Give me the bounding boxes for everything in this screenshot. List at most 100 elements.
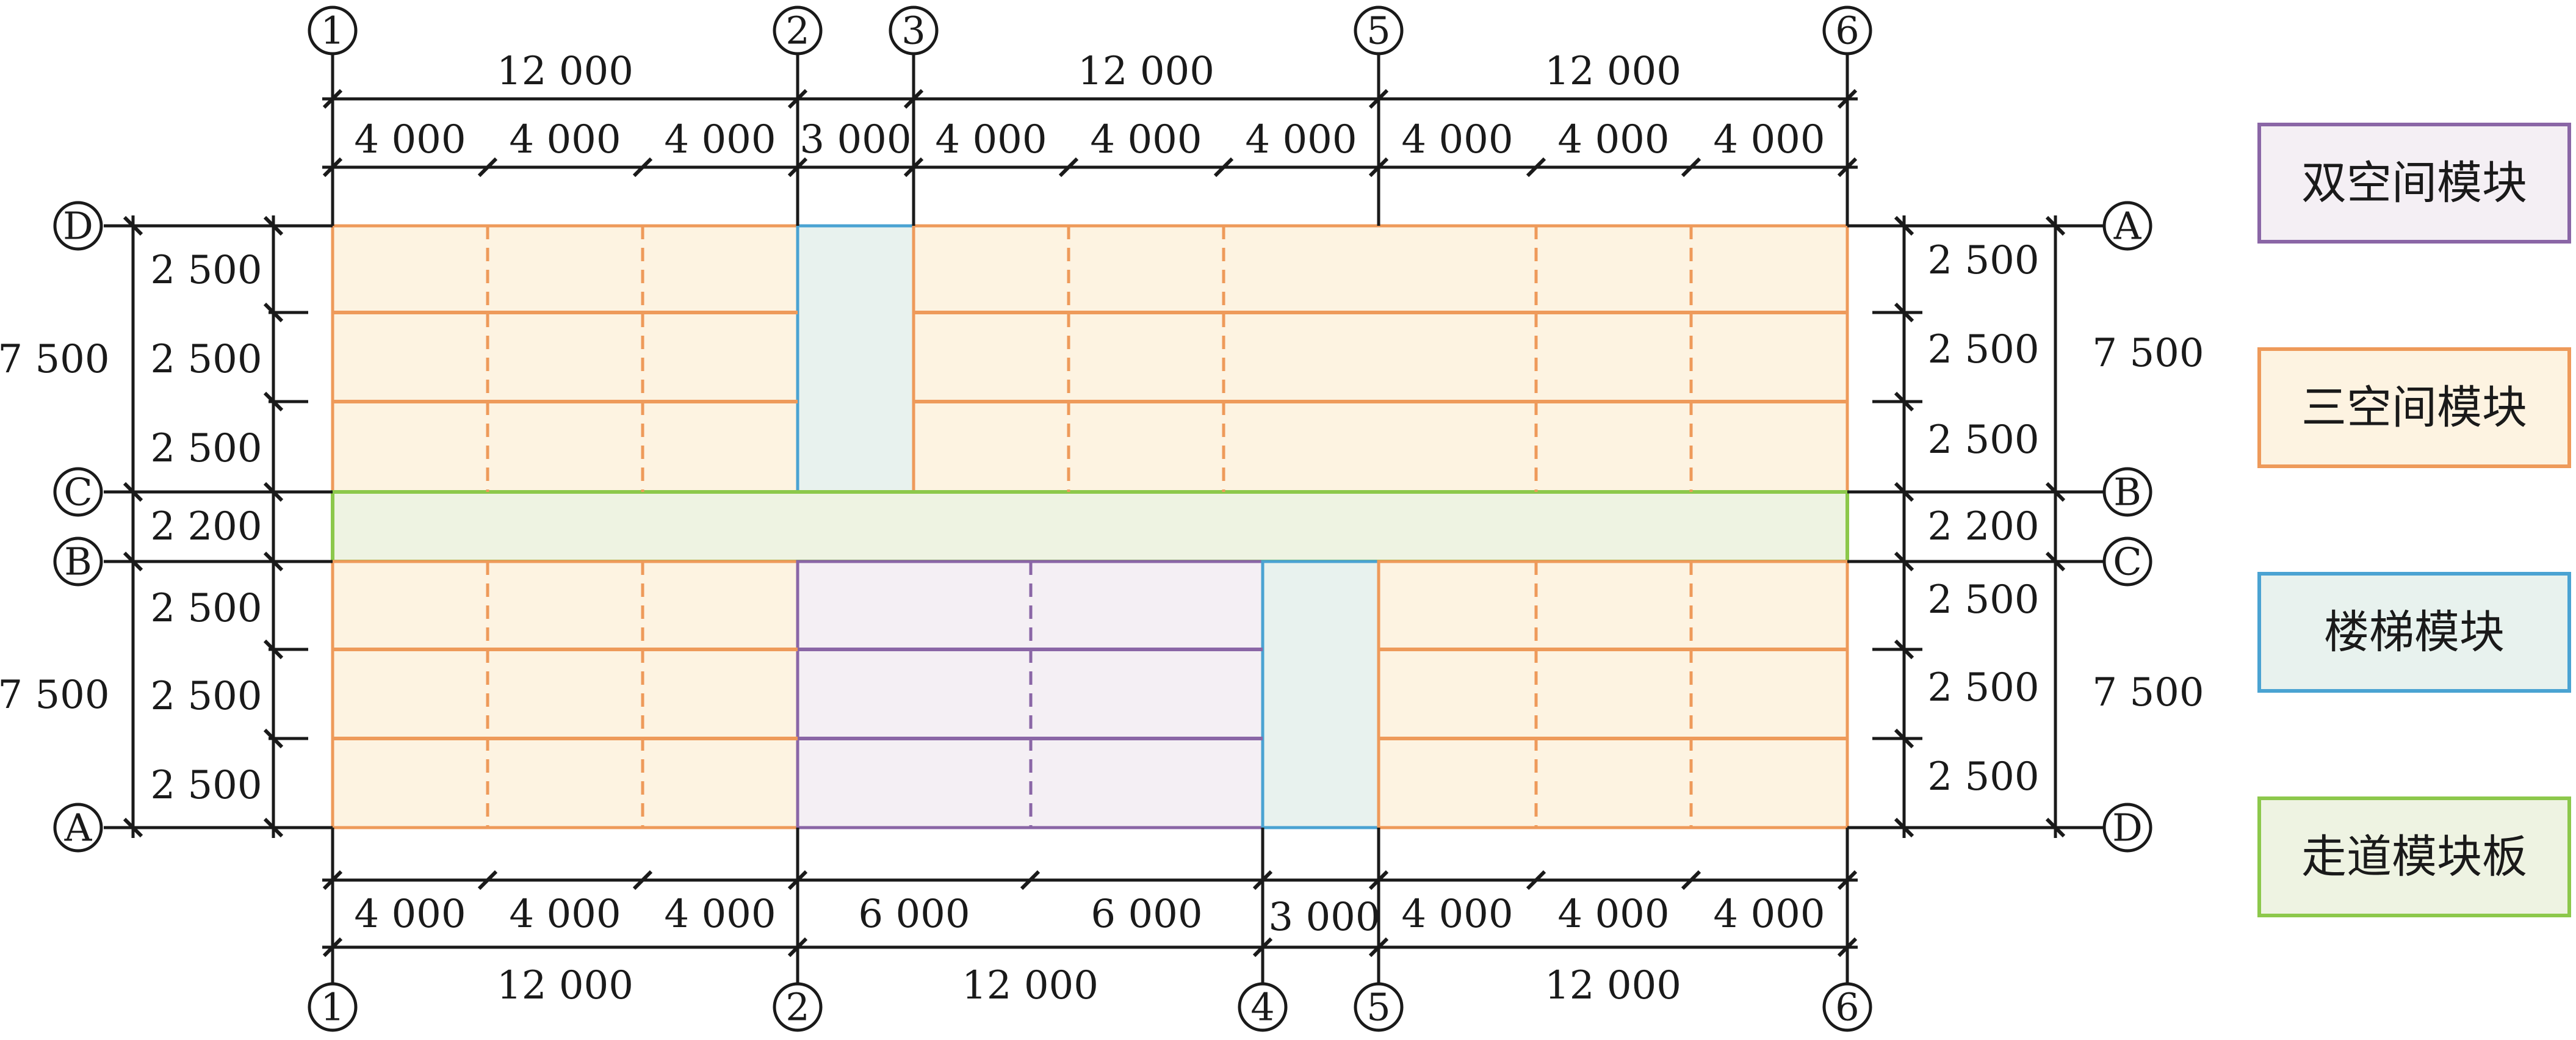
svg-text:1: 1 — [320, 9, 344, 53]
left-sub-label: 2 500 — [150, 763, 262, 808]
left-total-label: 7 500 — [0, 337, 110, 382]
svg-text:C: C — [63, 470, 92, 515]
dimension-tick — [1681, 157, 1701, 178]
svg-text:B: B — [64, 540, 92, 584]
dimension-tick — [1368, 88, 1389, 109]
dimension-tick — [1213, 157, 1234, 178]
axis-bubble-bottom-6: 6 — [1822, 982, 1872, 1032]
top-span-label: 4 000 — [354, 117, 466, 162]
dimension-tick — [903, 88, 924, 109]
double-space-module-swatch — [2257, 123, 2571, 244]
module-zones — [331, 224, 1849, 829]
dimension-tick — [263, 639, 284, 660]
svg-text:3: 3 — [901, 9, 925, 53]
left-total-label: 7 500 — [0, 673, 110, 718]
left-sub-label: 2 500 — [150, 248, 262, 293]
bottom-span-label: 4 000 — [509, 892, 621, 937]
dimension-tick — [1837, 937, 1858, 958]
axis-bubble-top-1: 1 — [308, 5, 358, 56]
dimension-tick — [263, 817, 284, 838]
dimension-tick — [1058, 157, 1079, 178]
top-span-label: 4 000 — [1713, 117, 1825, 162]
legend-label: 三空间模块 — [2301, 381, 2527, 434]
dimension-tick — [1894, 728, 1914, 749]
axis-bubble-left-A: A — [53, 803, 103, 853]
svg-text:2: 2 — [785, 985, 809, 1030]
dimension-tick — [322, 937, 343, 958]
dimension-tick — [2045, 482, 2066, 502]
right-sub-label: 2 500 — [1927, 577, 2039, 623]
dimension-tick — [1894, 551, 1914, 572]
left-sub-label: 2 500 — [150, 586, 262, 631]
right-sub-label: 2 500 — [1927, 238, 2039, 283]
axis-bubble-top-5: 5 — [1354, 5, 1404, 56]
dimension-tick — [1894, 639, 1914, 660]
right-sub-label: 2 500 — [1927, 417, 2039, 463]
dimension-tick — [1894, 817, 1914, 838]
axis-bubble-left-C: C — [53, 467, 103, 517]
dimension-tick — [1368, 870, 1389, 890]
dimension-tick — [2045, 817, 2066, 838]
corridor-module-zone — [331, 490, 1849, 563]
svg-text:6: 6 — [1835, 9, 1859, 53]
dimension-tick — [903, 157, 924, 178]
grid-axis-bubbles: 1 2 3 5 6 1 2 4 5 6 D C B A A B C D — [53, 5, 2152, 1032]
top-span-label: 4 000 — [1401, 117, 1513, 162]
legend-label: 走道模块板 — [2301, 831, 2527, 883]
legend-item-double-space-module: 双空间模块 — [2257, 123, 2571, 244]
dimension-tick — [1252, 870, 1273, 890]
dimension-tick — [2045, 215, 2066, 236]
right-total-label: 7 500 — [2092, 670, 2204, 715]
axis-bubble-right-A: A — [2102, 201, 2152, 251]
left-sub-label: 2 500 — [150, 337, 262, 382]
right-sub-label: 2 500 — [1927, 665, 2039, 710]
axis-bubble-top-2: 2 — [773, 5, 823, 56]
dimension-tick — [787, 937, 808, 958]
stair-module-zone-top — [796, 224, 915, 494]
dimension-tick — [322, 157, 343, 178]
bottom-total-label: 12 000 — [497, 963, 633, 1008]
svg-text:C: C — [2113, 540, 2141, 584]
dimension-tick — [1681, 870, 1701, 890]
axis-bubble-bottom-5: 5 — [1354, 982, 1404, 1032]
dimension-tick — [477, 870, 498, 890]
axis-bubble-right-C: C — [2102, 536, 2152, 587]
bottom-total-label: 12 000 — [962, 963, 1099, 1008]
bottom-span-label: 4 000 — [354, 892, 466, 937]
dimension-tick — [1252, 937, 1273, 958]
bottom-span-label: 4 000 — [1401, 892, 1513, 937]
corridor-module-slab-swatch — [2257, 796, 2571, 917]
triple-module-zone-bottom-right — [1377, 560, 1849, 829]
svg-text:4: 4 — [1250, 985, 1274, 1030]
axis-bubble-left-D: D — [53, 201, 103, 251]
legend-item-corridor-module-slab: 走道模块板 — [2257, 796, 2571, 917]
axis-bubble-left-B: B — [53, 536, 103, 587]
axis-bubble-right-B: B — [2102, 467, 2152, 517]
svg-text:6: 6 — [1835, 985, 1859, 1030]
bottom-span-label: 6 000 — [1091, 892, 1202, 937]
top-span-label: 4 000 — [509, 117, 621, 162]
module-row-lines — [333, 311, 1847, 740]
left-sub-label: 2 500 — [150, 426, 262, 471]
top-span-label: 4 000 — [664, 117, 776, 162]
dimension-tick — [632, 870, 653, 890]
triple-module-zone-bottom-left — [331, 560, 799, 829]
dimension-tick — [123, 482, 143, 502]
triple-space-module-swatch — [2257, 347, 2571, 468]
top-span-label: 4 000 — [1557, 117, 1669, 162]
svg-text:D: D — [2112, 806, 2143, 850]
triple-module-zone-top-right — [912, 224, 1849, 494]
dimension-lines — [104, 51, 2104, 985]
dimension-tick — [1526, 157, 1546, 178]
dimension-tick — [263, 728, 284, 749]
dimension-labels: 12 000 12 000 12 000 4 000 4 000 4 000 3… — [0, 49, 2204, 1008]
module-dashed-lines — [486, 226, 1693, 828]
dimension-tick — [1526, 870, 1546, 890]
top-total-label: 12 000 — [1078, 49, 1214, 94]
svg-text:D: D — [63, 204, 93, 248]
triple-module-zone-top-left — [331, 224, 799, 494]
dimension-tick — [787, 157, 808, 178]
dimension-tick — [787, 870, 808, 890]
dimension-tick — [632, 157, 653, 178]
